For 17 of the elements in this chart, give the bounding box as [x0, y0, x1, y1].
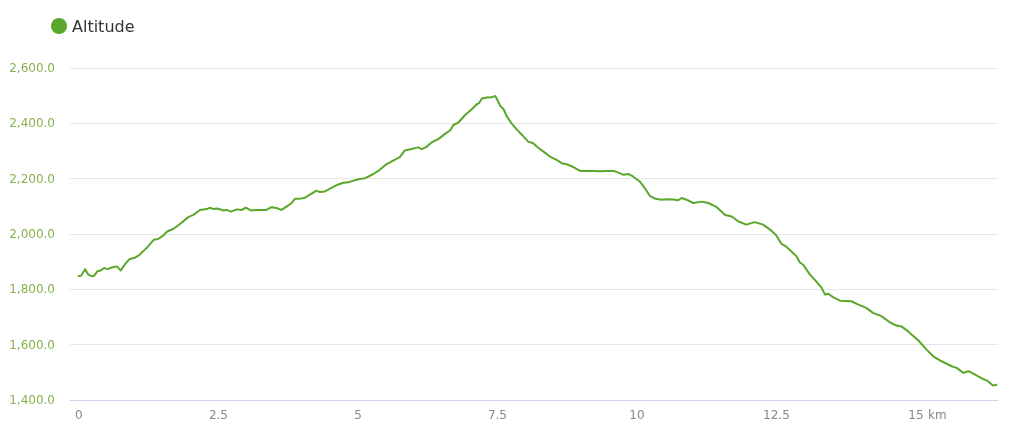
x-axis-title: km — [927, 408, 947, 422]
y-tick-label: 2,600.0 — [9, 61, 55, 75]
y-tick-label: 2,400.0 — [9, 116, 55, 131]
x-tick-label: 7.5 — [487, 408, 507, 422]
x-tick-label: 15 — [908, 408, 924, 422]
y-tick-label: 2,200.0 — [9, 171, 55, 186]
x-tick-label: 12.5 — [763, 408, 790, 422]
x-tick-label: 10 — [629, 408, 645, 422]
y-tick-label: 1,800.0 — [9, 282, 55, 297]
x-tick-label: 2.5 — [208, 408, 228, 422]
y-tick-label: 2,000.0 — [9, 227, 55, 241]
y-tick-label: 1,400.0 — [9, 393, 55, 407]
y-tick-label: 1,600.0 — [9, 337, 55, 352]
x-tick-label: 0 — [75, 408, 83, 422]
line-series — [77, 94, 998, 387]
x-tick-label: 5 — [354, 408, 362, 422]
legend-label: Altitude — [72, 16, 135, 36]
